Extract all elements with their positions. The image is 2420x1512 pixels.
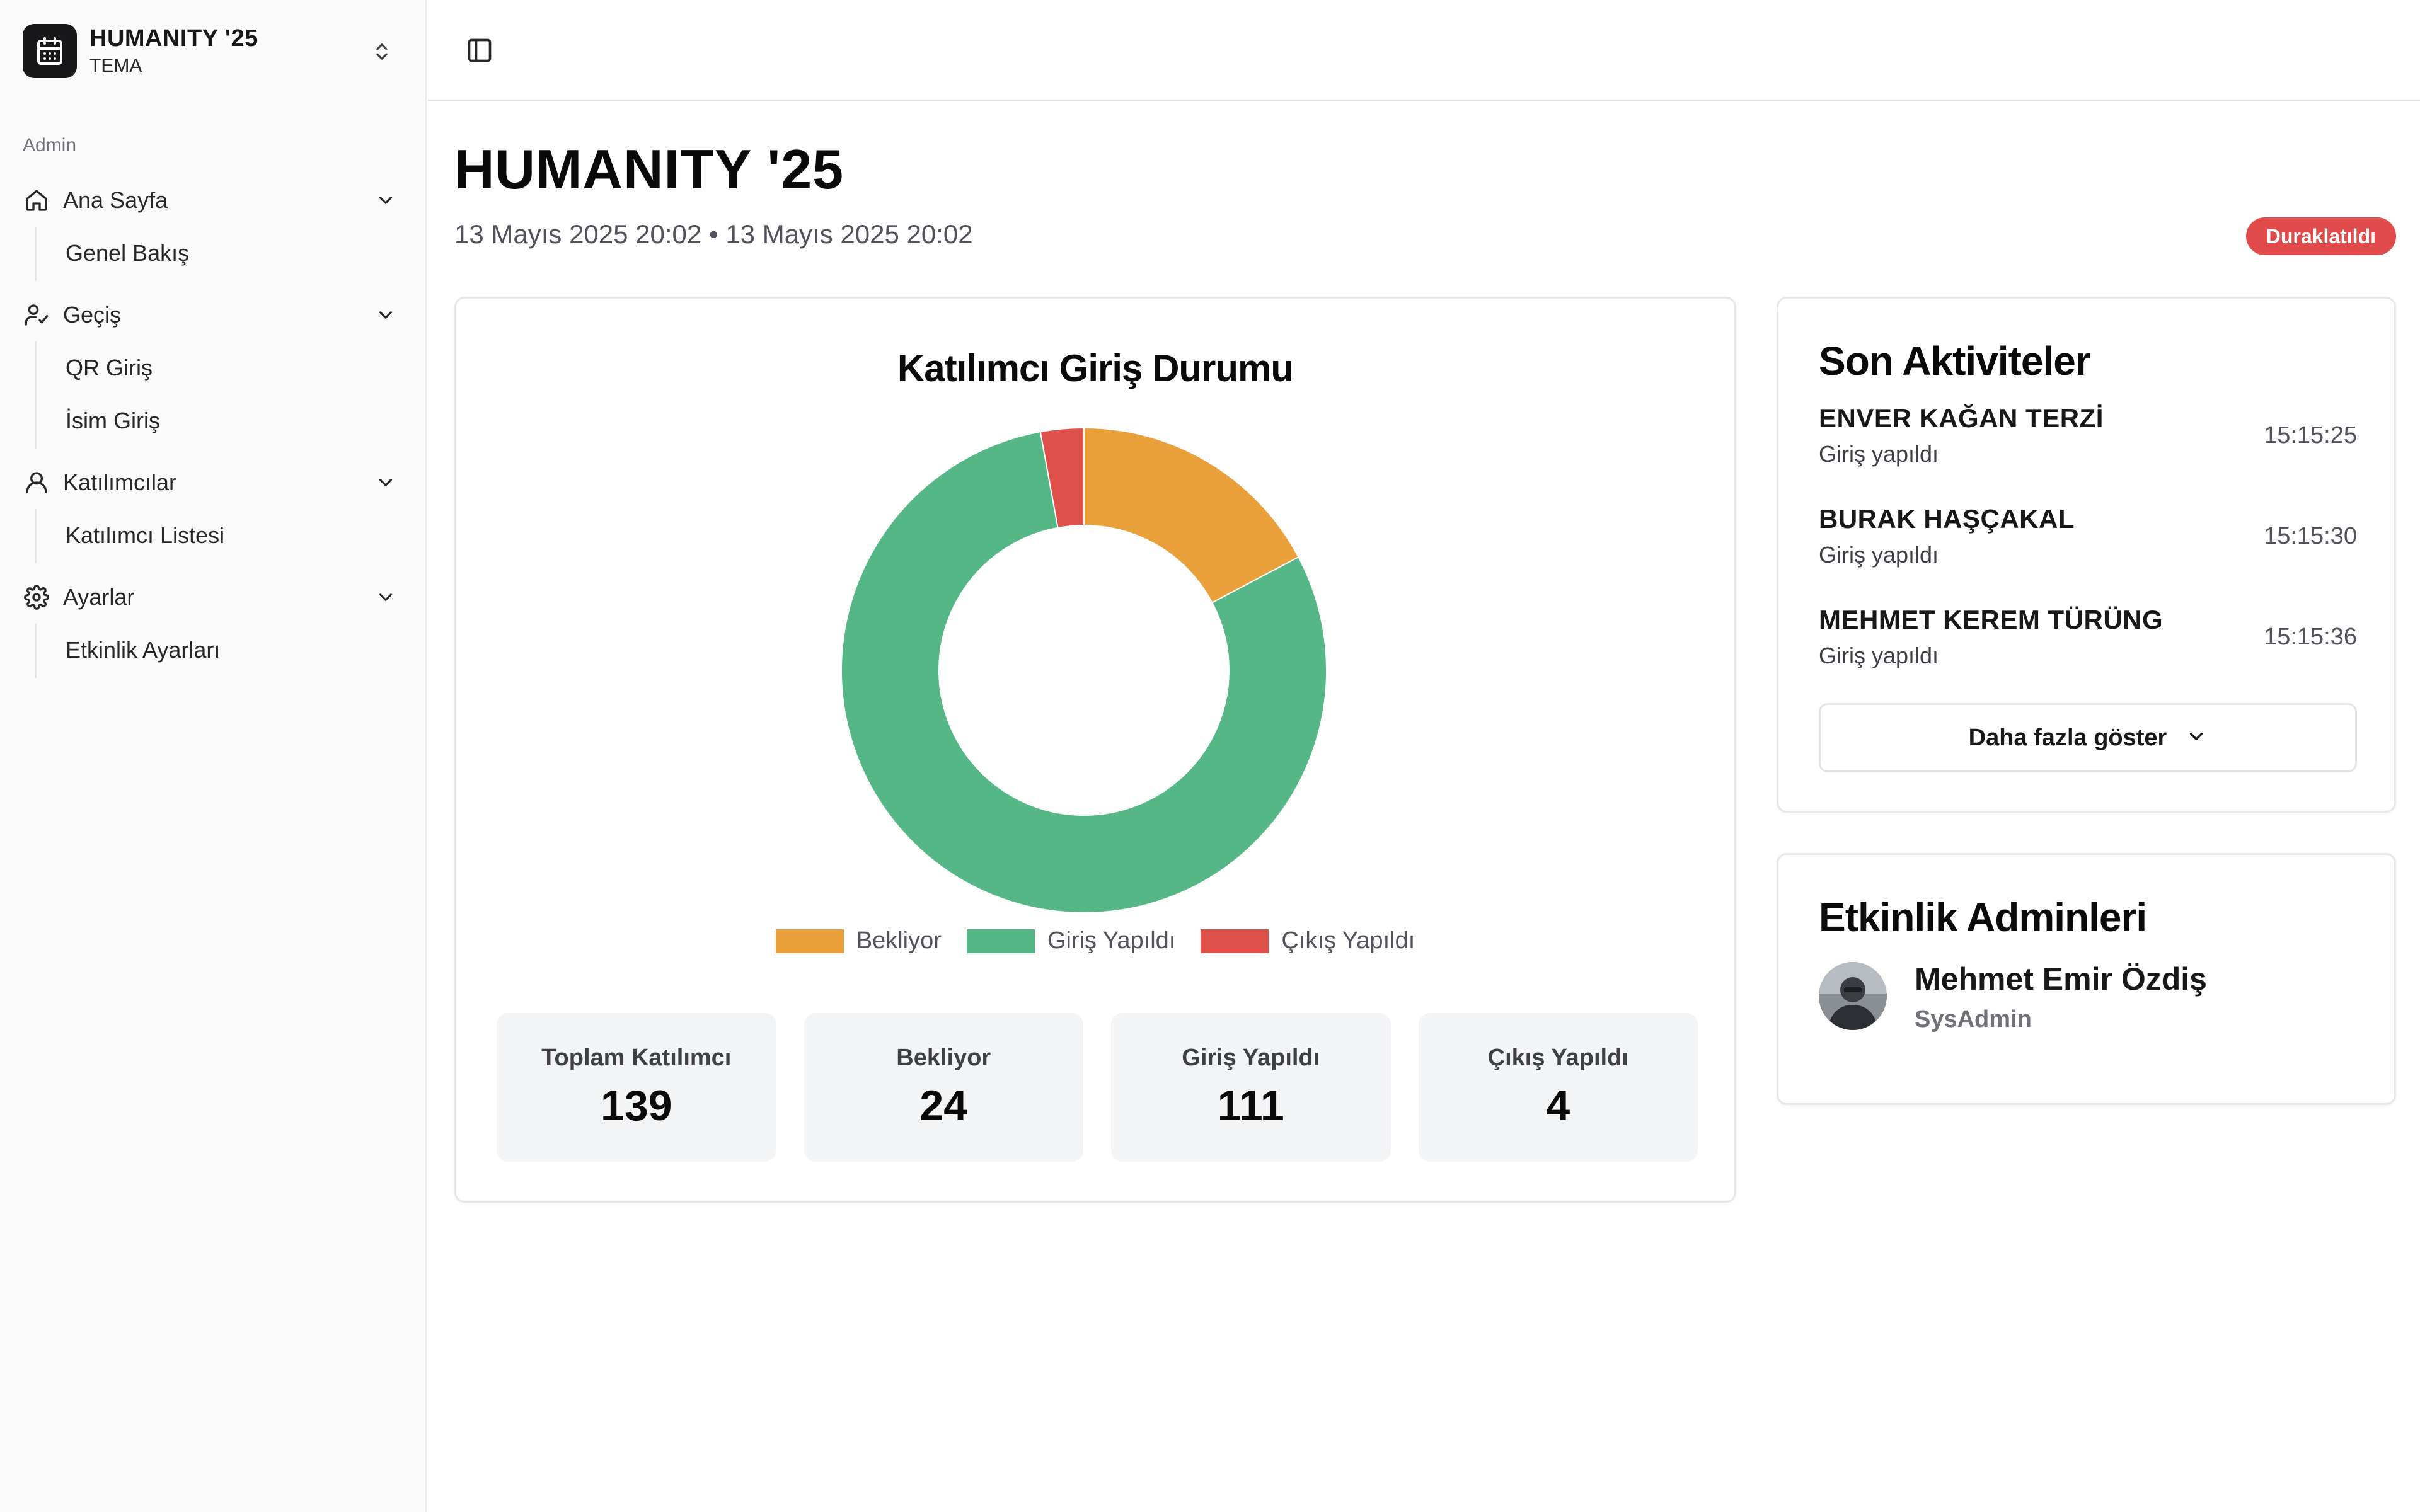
sidebar-submenu-gecis: QR Giriş İsim Giriş <box>35 341 410 449</box>
sidebar-item-label: Katılımcılar <box>63 469 177 495</box>
sidebar-item-katilimcilar[interactable]: Katılımcılar <box>15 456 411 509</box>
legend-label: Bekliyor <box>856 927 942 954</box>
sidebar-item-etkinlik-ayarlari[interactable]: Etkinlik Ayarları <box>50 624 410 677</box>
activity-name: BURAK HAŞÇAKAL <box>1819 504 2075 534</box>
activity-status: Giriş yapıldı <box>1819 542 1939 568</box>
attendance-chart-card: Katılımcı Giriş Durumu Bekliyor Giriş Ya… <box>454 297 1736 1203</box>
user-check-icon <box>23 301 50 329</box>
legend-label: Çıkış Yapıldı <box>1281 927 1415 954</box>
activity-name: MEHMET KEREM TÜRÜNG <box>1819 605 2164 634</box>
legend-item-bekliyor[interactable]: Bekliyor <box>775 927 942 954</box>
admin-name: Mehmet Emir Özdiş <box>1915 961 2207 997</box>
stat-label: Çıkış Yapıldı <box>1487 1045 1628 1071</box>
activity-item: BURAK HAŞÇAKAL Giriş yapıldı 15:15:30 <box>1819 504 2357 586</box>
event-admins-card: Etkinlik Adminleri Mehmet Emir Özdiş Sys… <box>1777 853 2396 1105</box>
stat-total-participants: Toplam Katılımcı 139 <box>497 1013 776 1162</box>
sidebar-item-label: Ana Sayfa <box>63 187 168 213</box>
donut-slice-giri-yap-ld-[interactable] <box>841 431 1327 914</box>
stat-value: 24 <box>919 1082 968 1130</box>
sidebar-item-ayarlar[interactable]: Ayarlar <box>15 571 411 624</box>
sidebar-item-label: QR Giriş <box>66 355 153 381</box>
chart-title: Katılımcı Giriş Durumu <box>897 347 1294 389</box>
chevron-down-icon <box>373 470 398 495</box>
sidebar-item-label: İsim Giriş <box>66 408 160 433</box>
sidebar-item-qr-giris[interactable]: QR Giriş <box>50 341 410 394</box>
chevrons-up-down-icon <box>368 37 396 67</box>
activity-time: 15:15:30 <box>2264 523 2357 549</box>
activity-time: 15:15:25 <box>2264 422 2357 449</box>
sidebar: HUMANITY '25 TEMA Admin Ana Sayfa <box>0 0 427 1512</box>
legend-label: Giriş Yapıldı <box>1047 927 1176 954</box>
event-switcher[interactable]: HUMANITY '25 TEMA <box>15 14 411 89</box>
stat-value: 111 <box>1217 1082 1284 1130</box>
show-more-label: Daha fazla göster <box>1968 724 2167 751</box>
donut-chart <box>841 427 1327 914</box>
activity-status: Giriş yapıldı <box>1819 441 1939 467</box>
page-title: HUMANITY '25 <box>454 138 844 200</box>
sidebar-submenu-katilimcilar: Katılımcı Listesi <box>35 509 410 563</box>
stats-row: Toplam Katılımcı 139 Bekliyor 24 Giriş Y… <box>497 1013 1698 1162</box>
stat-checked-out: Çıkış Yapıldı 4 <box>1418 1013 1698 1162</box>
sidebar-item-label: Katılımcı Listesi <box>66 522 225 548</box>
chevron-down-icon <box>2186 726 2207 750</box>
status-badge: Duraklatıldı <box>2245 217 2396 255</box>
activity-name: ENVER KAĞAN TERZİ <box>1819 403 2104 433</box>
admin-role: SysAdmin <box>1915 1006 2032 1033</box>
legend-item-cikis-yapildi[interactable]: Çıkış Yapıldı <box>1201 927 1415 954</box>
legend-swatch <box>775 929 844 953</box>
recent-activities-card: Son Aktiviteler ENVER KAĞAN TERZİ Giriş … <box>1777 297 2396 813</box>
sidebar-item-label: Geçiş <box>63 302 122 328</box>
sidebar-item-gecis[interactable]: Geçiş <box>15 289 411 341</box>
user-icon <box>23 469 50 496</box>
top-bar <box>428 0 2420 101</box>
sidebar-item-label: Genel Bakış <box>66 240 190 266</box>
stat-waiting: Bekliyor 24 <box>804 1013 1083 1162</box>
sidebar-toggle-button[interactable] <box>461 32 498 69</box>
chevron-down-icon <box>373 302 398 328</box>
sidebar-item-label: Ayarlar <box>63 584 135 610</box>
recent-activities-title: Son Aktiviteler <box>1819 338 2091 384</box>
sidebar-item-genel-bakis[interactable]: Genel Bakış <box>50 227 410 280</box>
sidebar-item-ana-sayfa[interactable]: Ana Sayfa <box>15 174 411 227</box>
sidebar-submenu-ayarlar: Etkinlik Ayarları <box>35 624 410 678</box>
sidebar-submenu-ana-sayfa: Genel Bakış <box>35 227 410 281</box>
show-more-button[interactable]: Daha fazla göster <box>1819 703 2357 772</box>
stat-checked-in: Giriş Yapıldı 111 <box>1111 1013 1391 1162</box>
avatar[interactable] <box>1819 962 1887 1030</box>
calendar-icon <box>23 24 77 78</box>
activity-item: MEHMET KEREM TÜRÜNG Giriş yapıldı 15:15:… <box>1819 605 2357 687</box>
activity-status: Giriş yapıldı <box>1819 643 1939 668</box>
legend-swatch <box>1201 929 1269 953</box>
legend-item-giris-yapildi[interactable]: Giriş Yapıldı <box>966 927 1176 954</box>
sidebar-item-label: Etkinlik Ayarları <box>66 637 221 663</box>
sidebar-item-isim-giris[interactable]: İsim Giriş <box>50 394 410 447</box>
stat-label: Giriş Yapıldı <box>1182 1045 1320 1071</box>
home-icon <box>23 186 50 214</box>
activity-item: ENVER KAĞAN TERZİ Giriş yapıldı 15:15:25 <box>1819 403 2357 485</box>
event-name: HUMANITY '25 <box>89 25 258 52</box>
event-dates: 13 Mayıs 2025 20:02 • 13 Mayıs 2025 20:0… <box>454 219 973 249</box>
sidebar-group-label: Admin <box>23 135 77 156</box>
stat-label: Toplam Katılımcı <box>541 1045 732 1071</box>
donut-slice--k-yap-ld-[interactable] <box>1039 427 1085 529</box>
panel-left-icon <box>468 38 492 62</box>
activity-time: 15:15:36 <box>2264 624 2357 650</box>
event-admins-title: Etkinlik Adminleri <box>1819 895 2147 940</box>
event-team: TEMA <box>89 55 142 76</box>
gear-icon <box>23 583 50 611</box>
chevron-down-icon <box>373 585 398 610</box>
sidebar-item-katilimci-listesi[interactable]: Katılımcı Listesi <box>50 509 410 562</box>
chevron-down-icon <box>373 188 398 213</box>
stat-label: Bekliyor <box>896 1045 991 1071</box>
stat-value: 4 <box>1546 1082 1570 1130</box>
stat-value: 139 <box>601 1082 672 1130</box>
donut-slice-bekliyor[interactable] <box>1083 427 1299 604</box>
chart-legend: Bekliyor Giriş Yapıldı Çıkış Yapıldı <box>456 927 1734 954</box>
legend-swatch <box>966 929 1035 953</box>
